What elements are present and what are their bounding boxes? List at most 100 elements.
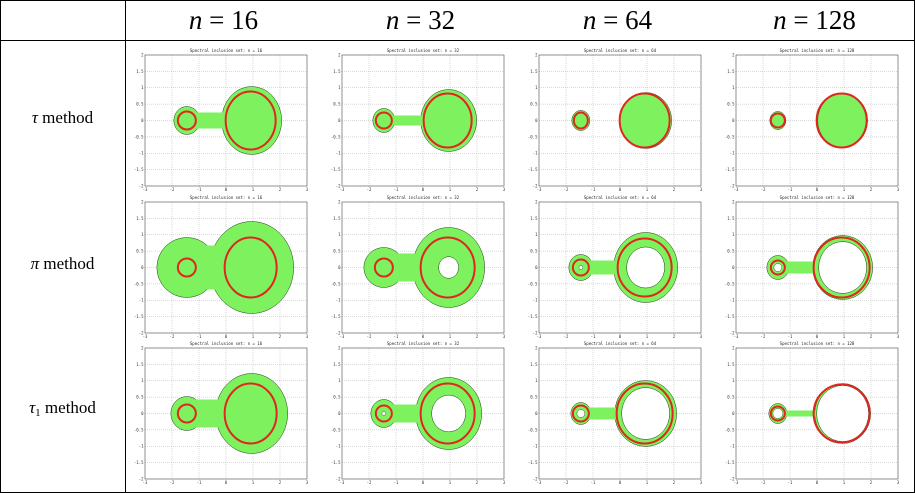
plot-title: Spectral inclusion set: n = 64 <box>584 341 657 346</box>
y-tick-label: 2 <box>338 345 341 350</box>
y-tick-label: 0.5 <box>530 102 538 107</box>
x-tick-label: 0 <box>422 480 425 485</box>
x-tick-label: 0 <box>422 187 425 192</box>
x-tick-label: -3 <box>537 334 542 339</box>
plot-svg: Spectral inclusion set: n = 32-3 -2 -1 0 1 2 3… <box>331 341 506 485</box>
y-tick-label: 0.5 <box>530 249 538 254</box>
x-tick-label: -2 <box>564 480 569 485</box>
region-hole <box>431 394 466 433</box>
y-tick-label: -0.5 <box>331 134 341 139</box>
x-tick-label: -1 <box>591 480 596 485</box>
y-tick-label: 1 <box>535 85 538 90</box>
plot-svg: Spectral inclusion set: n = 16-3 -2 -1 0 1 2 3… <box>134 341 309 485</box>
y-tick-label: 0.5 <box>727 102 735 107</box>
y-tick-label: 2 <box>338 199 341 204</box>
column-header: n = 16 <box>188 5 259 35</box>
y-tick-label: 1.5 <box>727 362 735 367</box>
y-tick-label: 1.5 <box>333 69 341 74</box>
plot-title: Spectral inclusion set: n = 16 <box>190 48 263 53</box>
plot-title: Spectral inclusion set: n = 128 <box>780 48 855 53</box>
spectral-inclusion-plot: Spectral inclusion set: n = 16 -3 -2 -1 0 1 2 3… <box>131 193 322 341</box>
y-tick-label: 1 <box>141 85 144 90</box>
plot-title: Spectral inclusion set: n = 32 <box>387 195 460 200</box>
x-tick-label: 2 <box>673 480 676 485</box>
x-tick-label: -1 <box>394 480 399 485</box>
y-tick-label: -1.5 <box>725 167 735 172</box>
plot-svg: Spectral inclusion set: n = 128-3 -2 -1 0 1 2… <box>725 195 900 339</box>
x-tick-label: -3 <box>143 187 148 192</box>
spectral-inclusion-plot: Spectral inclusion set: n = 16 -3 -2 -1 0 1 2 3… <box>131 339 322 487</box>
plot-title: Spectral inclusion set: n = 64 <box>584 195 657 200</box>
x-tick-label: -3 <box>537 480 542 485</box>
y-tick-label: 0 <box>338 265 341 270</box>
x-tick-label: 0 <box>816 480 819 485</box>
y-tick-label: 0 <box>535 411 538 416</box>
spectral-inclusion-plot: Spectral inclusion set: n = 128 -3 -2 -1 0 1 2… <box>722 193 913 341</box>
region-hole <box>816 385 869 442</box>
region-hole <box>773 263 783 272</box>
y-tick-label: 1.5 <box>333 362 341 367</box>
y-tick-label: 2 <box>732 345 735 350</box>
y-tick-label: -1 <box>139 298 144 303</box>
y-tick-label: -2 <box>336 183 341 188</box>
x-tick-label: 2 <box>673 334 676 339</box>
inclusion-region <box>777 410 843 417</box>
y-tick-label: 1.5 <box>333 216 341 221</box>
plot-svg: Spectral inclusion set: n = 16-3 -2 -1 0 1 2 3… <box>134 195 309 339</box>
y-tick-label: 1 <box>338 378 341 383</box>
y-tick-label: -0.5 <box>725 427 735 432</box>
x-tick-label: -3 <box>340 480 345 485</box>
x-tick-label: 3 <box>897 480 900 485</box>
y-tick-label: -2 <box>336 476 341 481</box>
y-tick-label: 0.5 <box>136 249 144 254</box>
x-tick-label: -3 <box>537 187 542 192</box>
y-tick-label: 0 <box>338 118 341 123</box>
x-tick-label: 1 <box>252 480 255 485</box>
y-tick-label: -1 <box>533 298 538 303</box>
spectrum-curve <box>374 404 393 423</box>
spectrum-curve <box>618 92 671 149</box>
inclusion-region <box>186 245 252 290</box>
y-tick-label: -2 <box>139 183 144 188</box>
y-tick-label: 2 <box>535 199 538 204</box>
inclusion-region <box>186 399 252 428</box>
plot-svg: Spectral inclusion set: n = 64-3 -2 -1 0 1 2 3… <box>528 195 703 339</box>
x-tick-label: 2 <box>476 334 479 339</box>
x-tick-label: -3 <box>143 480 148 485</box>
x-tick-label: 2 <box>870 480 873 485</box>
y-tick-label: -0.5 <box>725 134 735 139</box>
axes-frame <box>735 54 899 187</box>
row-label: π method <box>30 254 95 273</box>
inclusion-region <box>186 112 252 129</box>
y-tick-label: -1.5 <box>528 460 538 465</box>
spectrum-curve <box>615 382 674 445</box>
y-tick-label: -2 <box>730 330 735 335</box>
axes-frame <box>341 201 505 334</box>
x-tick-label: 1 <box>843 480 846 485</box>
inclusion-region <box>383 253 449 282</box>
y-tick-label: 0 <box>535 265 538 270</box>
y-tick-label: 0.5 <box>727 249 735 254</box>
y-tick-label: 1 <box>732 378 735 383</box>
x-tick-label: 1 <box>843 187 846 192</box>
y-tick-label: 0 <box>141 411 144 416</box>
x-tick-label: 2 <box>279 334 282 339</box>
y-tick-label: 0.5 <box>727 395 735 400</box>
spectrum-curve <box>176 110 197 131</box>
spectrum-curve <box>422 92 473 149</box>
x-tick-label: 3 <box>897 187 900 192</box>
y-tick-label: -2 <box>533 476 538 481</box>
x-tick-label: 2 <box>279 187 282 192</box>
x-tick-label: 3 <box>897 334 900 339</box>
x-tick-label: -3 <box>734 334 739 339</box>
plot-title: Spectral inclusion set: n = 128 <box>780 341 855 346</box>
axes-frame <box>144 54 308 187</box>
spectrum-curve <box>572 111 589 130</box>
x-tick-label: 0 <box>619 480 622 485</box>
x-tick-label: 3 <box>700 334 703 339</box>
x-tick-label: 0 <box>225 187 228 192</box>
x-tick-label: -3 <box>340 334 345 339</box>
x-tick-label: 3 <box>306 187 309 192</box>
y-tick-label: 0 <box>732 265 735 270</box>
plot-svg: Spectral inclusion set: n = 64-3 -2 -1 0 1 2 3… <box>528 341 703 485</box>
